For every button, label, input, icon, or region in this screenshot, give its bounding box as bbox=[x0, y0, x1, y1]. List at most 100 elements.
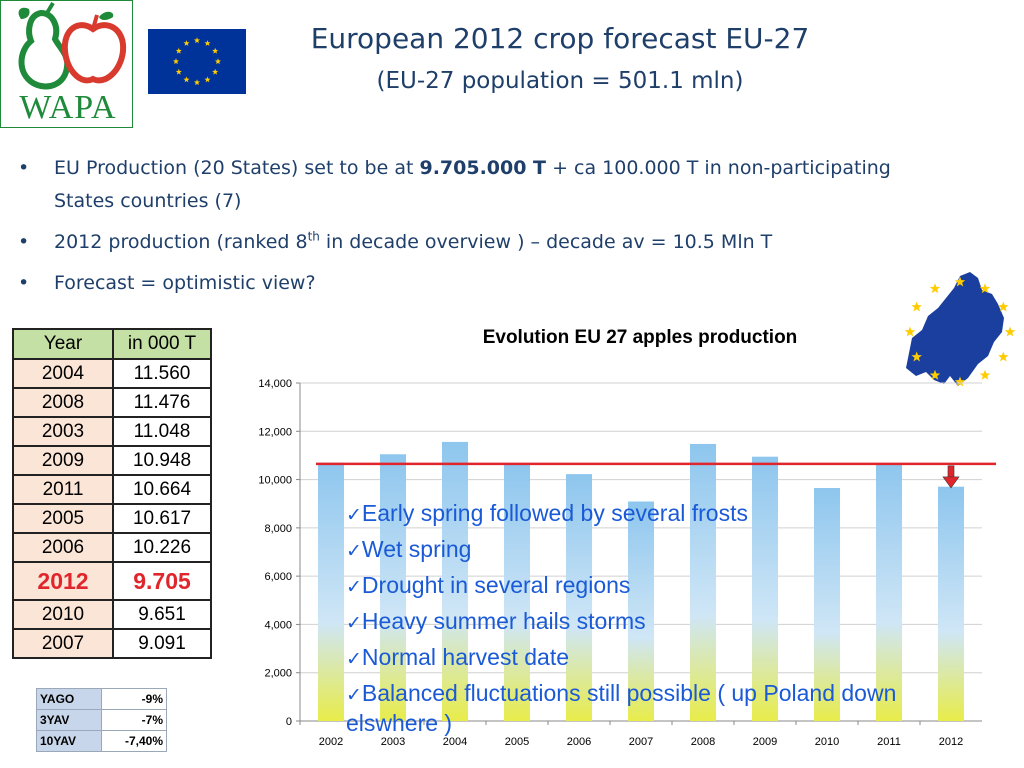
table-row-highlight: 2012 9.705 bbox=[12, 561, 212, 601]
note-item: ✓Early spring followed by several frosts bbox=[346, 496, 1024, 532]
flag-star-icon bbox=[214, 58, 222, 65]
note-text: Normal harvest date bbox=[361, 644, 570, 670]
y-tick-label: 6,000 bbox=[264, 571, 292, 583]
table-row: YAGO -9% bbox=[36, 688, 167, 710]
flag-star-icon bbox=[183, 40, 190, 46]
fruit-icon bbox=[18, 1, 127, 90]
table-cell-value: 11.048 bbox=[112, 416, 212, 447]
bullet-text: Forecast = optimistic view? bbox=[54, 272, 316, 294]
table-row: 2004 11.560 bbox=[12, 358, 212, 389]
note-text: Early spring followed by several frosts bbox=[361, 500, 748, 526]
table-cell-year: 2011 bbox=[12, 474, 114, 505]
table-cell-value: 10.948 bbox=[112, 445, 212, 476]
table-cell-value: 11.560 bbox=[112, 358, 212, 389]
table-row: 3YAV -7% bbox=[36, 709, 167, 731]
table-cell-value: 10.226 bbox=[112, 532, 212, 563]
map-star-icon bbox=[979, 283, 991, 294]
table-row: 10YAV -7,40% bbox=[36, 730, 167, 752]
bullet-text: in decade overview ) – decade av = 10.5 … bbox=[319, 231, 773, 253]
note-text: Drought in several regions bbox=[361, 572, 631, 598]
stats-value: -7% bbox=[101, 709, 167, 731]
table-cell-value: 11.476 bbox=[112, 387, 212, 418]
down-arrow-icon bbox=[942, 476, 960, 489]
bar-2002 bbox=[317, 462, 345, 721]
table-row: 2008 11.476 bbox=[12, 387, 212, 418]
eu-map-icon bbox=[898, 268, 1024, 394]
flag-star-icon bbox=[175, 47, 182, 54]
table-cell-year: 2009 bbox=[12, 445, 114, 476]
flag-star-icon bbox=[212, 47, 219, 54]
y-tick-label: 4,000 bbox=[264, 619, 292, 631]
flag-star-icon bbox=[204, 40, 211, 46]
table-row: 2006 10.226 bbox=[12, 532, 212, 563]
table-row: 2005 10.617 bbox=[12, 503, 212, 534]
map-star-icon bbox=[954, 376, 966, 387]
check-icon: ✓ bbox=[346, 648, 362, 670]
check-icon: ✓ bbox=[346, 576, 362, 598]
table-cell-value: 10.617 bbox=[112, 503, 212, 534]
map-star-icon bbox=[911, 351, 922, 362]
table-cell-year: 2003 bbox=[12, 416, 114, 447]
bullet-dot-icon: • bbox=[18, 231, 30, 253]
note-text: Wet spring bbox=[361, 536, 472, 562]
bullet-dot-icon: • bbox=[18, 272, 30, 294]
stats-value: -7,40% bbox=[101, 730, 167, 752]
eu-flag-icon bbox=[148, 29, 246, 94]
page-title: European 2012 crop forecast EU-27 bbox=[310, 22, 810, 55]
flag-star-icon bbox=[193, 37, 201, 44]
note-item: elswhere ) bbox=[346, 706, 1024, 740]
check-icon: ✓ bbox=[346, 612, 362, 634]
table-header-row: Year in 000 T bbox=[12, 328, 212, 360]
table-row: 2007 9.091 bbox=[12, 628, 212, 659]
bullet-item: • 2012 production (ranked 8th in decade … bbox=[14, 226, 914, 259]
table-cell-year: 2007 bbox=[12, 628, 114, 659]
y-tick-label: 2,000 bbox=[264, 668, 292, 680]
map-star-icon bbox=[904, 326, 916, 337]
table-header-value: in 000 T bbox=[112, 328, 212, 360]
table-row: 2003 11.048 bbox=[12, 416, 212, 447]
logo-text: WAPA bbox=[19, 89, 117, 126]
flag-star-icon bbox=[212, 68, 219, 75]
bullet-item: • Forecast = optimistic view? bbox=[14, 267, 914, 300]
table-row: 2010 9.651 bbox=[12, 599, 212, 630]
bullet-text: + ca 100.000 T in non-participating Stat… bbox=[54, 157, 891, 212]
wapa-logo: WAPA bbox=[0, 0, 133, 128]
map-star-icon bbox=[911, 301, 922, 312]
stats-value: -9% bbox=[101, 688, 167, 710]
bullet-bold-value: 9.705.000 T bbox=[419, 157, 547, 179]
stats-key: 3YAV bbox=[36, 709, 102, 731]
bullet-text: 2012 production (ranked 8 bbox=[54, 231, 308, 253]
note-item: ✓Heavy summer hails storms bbox=[346, 604, 1024, 640]
note-item: ✓Balanced fluctuations still possible ( … bbox=[346, 676, 1024, 712]
table-cell-value: 9.705 bbox=[112, 561, 212, 601]
table-row: 2009 10.948 bbox=[12, 445, 212, 476]
map-star-icon bbox=[998, 351, 1009, 362]
y-tick-label: 14,000 bbox=[258, 378, 292, 390]
flag-star-icon bbox=[193, 79, 201, 86]
y-tick-label: 0 bbox=[286, 716, 292, 728]
down-arrow-icon bbox=[947, 465, 955, 479]
table-cell-year: 2008 bbox=[12, 387, 114, 418]
bullet-dot-icon: • bbox=[18, 157, 30, 179]
stats-key: YAGO bbox=[36, 688, 102, 710]
flag-star-icon bbox=[183, 76, 190, 83]
page-subtitle: (EU-27 population = 501.1 mln) bbox=[376, 68, 744, 94]
map-star-icon bbox=[979, 369, 991, 380]
table-cell-value: 9.091 bbox=[112, 628, 212, 659]
map-star-icon bbox=[929, 283, 941, 294]
note-text: elswhere ) bbox=[346, 710, 453, 736]
note-item: ✓Wet spring bbox=[346, 532, 1024, 568]
map-star-icon bbox=[929, 369, 941, 380]
note-text: Balanced fluctuations still possible ( u… bbox=[361, 680, 897, 706]
table-cell-year: 2004 bbox=[12, 358, 114, 389]
y-tick-label: 12,000 bbox=[258, 426, 292, 438]
check-icon: ✓ bbox=[346, 504, 362, 526]
flag-star-icon bbox=[175, 68, 182, 75]
map-star-icon bbox=[998, 301, 1009, 312]
table-cell-value: 10.664 bbox=[112, 474, 212, 505]
bullet-text: EU Production (20 States) set to be at bbox=[54, 157, 420, 179]
check-icon: ✓ bbox=[346, 684, 362, 706]
note-item: ✓Drought in several regions bbox=[346, 568, 1024, 604]
table-cell-value: 9.651 bbox=[112, 599, 212, 630]
stats-key: 10YAV bbox=[36, 730, 102, 752]
